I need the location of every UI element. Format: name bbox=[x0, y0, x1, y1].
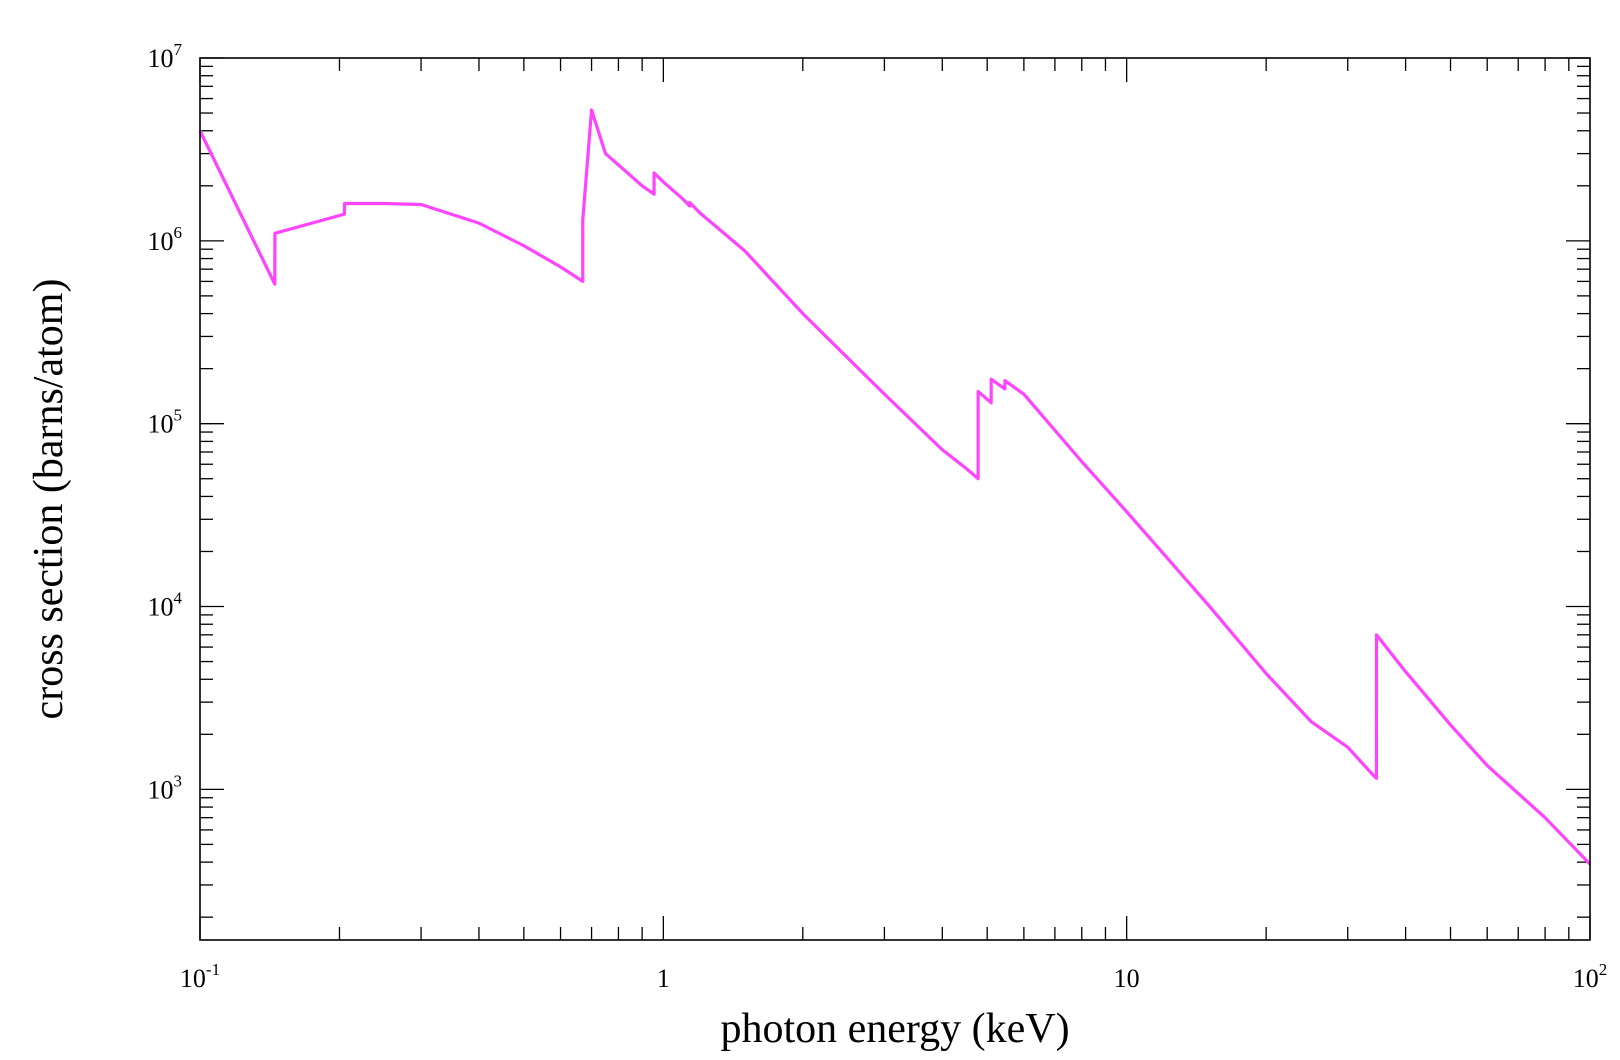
tick-labels: 10-1 1 10 102 103 104 105 106 107 bbox=[148, 40, 1608, 993]
y-tick-label: 104 bbox=[148, 589, 183, 622]
x-tick-label: 1 bbox=[657, 964, 670, 993]
y-axis-title: cross section (barns/atom) bbox=[26, 279, 72, 720]
axis-ticks bbox=[199, 57, 1591, 940]
x-tick-label: 102 bbox=[1573, 960, 1608, 993]
plot-frame bbox=[199, 57, 1591, 941]
x-tick-label: 10 bbox=[1114, 964, 1140, 993]
y-tick-label: 107 bbox=[148, 40, 183, 73]
x-tick-label: 10-1 bbox=[180, 960, 220, 993]
cross-section-line bbox=[198, 108, 1592, 866]
x-axis-title: photon energy (keV) bbox=[720, 1006, 1069, 1052]
y-tick-label: 105 bbox=[148, 406, 183, 439]
y-tick-label: 106 bbox=[148, 223, 183, 256]
y-tick-label: 103 bbox=[148, 771, 183, 804]
